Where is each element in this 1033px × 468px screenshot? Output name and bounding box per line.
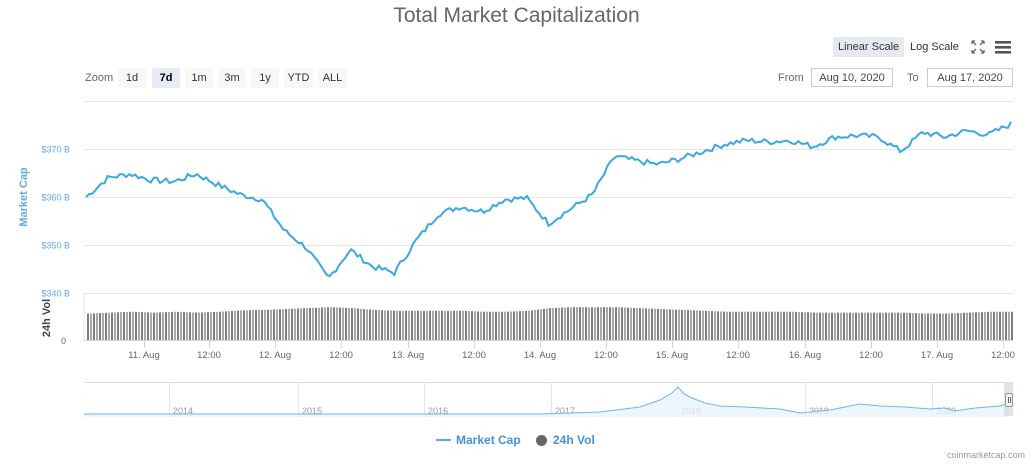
zoom-3m-button[interactable]: 3m [218, 68, 246, 88]
navigator: 2014 2015 2016 2017 2018 2019 2020 [84, 382, 1013, 417]
zoom-1m-button[interactable]: 1m [185, 68, 213, 88]
legend-24h-vol[interactable]: 24h Vol [536, 433, 595, 447]
volume-bars [87, 307, 1013, 340]
svg-text:2017: 2017 [555, 406, 575, 416]
zoom-1y-button[interactable]: 1y [251, 68, 279, 88]
svg-text:2019: 2019 [809, 406, 829, 416]
to-date-input[interactable]: Aug 17, 2020 [927, 68, 1013, 87]
zoom-1d-button[interactable]: 1d [118, 68, 146, 88]
svg-text:$350 B: $350 B [41, 241, 70, 251]
svg-text:12:00: 12:00 [991, 350, 1015, 361]
svg-text:11. Aug: 11. Aug [128, 350, 160, 361]
svg-text:17. Aug: 17. Aug [921, 350, 953, 361]
zoom-all-button[interactable]: ALL [318, 68, 347, 88]
svg-text:16. Aug: 16. Aug [789, 350, 821, 361]
svg-text:12:00: 12:00 [197, 350, 221, 361]
zoom-7d-button[interactable]: 7d [152, 68, 180, 88]
log-scale-button[interactable]: Log Scale [910, 41, 959, 53]
svg-text:12. Aug: 12. Aug [259, 350, 291, 361]
svg-text:15. Aug: 15. Aug [656, 350, 688, 361]
vol-zero-label: 0 [61, 336, 66, 346]
linear-scale-button[interactable]: Linear Scale [833, 37, 905, 57]
y-axis-labels: $370 B $360 B $350 B $340 B [41, 145, 70, 299]
svg-text:12:00: 12:00 [329, 350, 353, 361]
chart-title: Total Market Capitalization [393, 4, 640, 27]
zoom-label: Zoom [85, 72, 114, 84]
fullscreen-icon[interactable] [970, 39, 986, 60]
svg-text:14. Aug: 14. Aug [524, 350, 556, 361]
svg-text:12:00: 12:00 [594, 350, 618, 361]
legend-market-cap-label: Market Cap [456, 433, 521, 447]
legend-market-cap[interactable]: Market Cap [436, 433, 521, 447]
x-axis-ticks: 11. Aug 12:00 12. Aug 12:00 13. Aug 12:00 14. … [128, 341, 1015, 361]
hamburger-menu-icon[interactable] [994, 39, 1012, 60]
svg-text:$370 B: $370 B [41, 145, 70, 155]
zoom-ytd-button[interactable]: YTD [284, 68, 313, 88]
svg-text:13. Aug: 13. Aug [392, 350, 424, 361]
svg-text:12:00: 12:00 [726, 350, 750, 361]
line-legend-icon [436, 439, 451, 441]
circle-legend-icon [536, 434, 547, 446]
navigator-handle[interactable] [1005, 393, 1013, 407]
y-axis-title: Market Cap [18, 167, 30, 227]
vol-axis-title: 24h Vol [41, 299, 53, 337]
from-date-input[interactable]: Aug 10, 2020 [811, 68, 893, 87]
svg-text:$360 B: $360 B [41, 193, 70, 203]
svg-text:2016: 2016 [428, 406, 448, 416]
svg-text:2014: 2014 [173, 406, 193, 416]
svg-text:2020: 2020 [936, 406, 956, 416]
svg-text:2018: 2018 [681, 406, 701, 416]
market-cap-line [85, 121, 1012, 278]
to-label: To [907, 72, 919, 84]
svg-text:12:00: 12:00 [859, 350, 883, 361]
credit-link[interactable]: coinmarketcap.com [946, 450, 1025, 460]
gridlines [84, 101, 1013, 294]
svg-text:12:00: 12:00 [462, 350, 486, 361]
svg-text:2015: 2015 [302, 406, 322, 416]
legend-24h-vol-label: 24h Vol [553, 433, 595, 447]
from-label: From [778, 72, 804, 84]
svg-text:$340 B: $340 B [41, 289, 70, 299]
